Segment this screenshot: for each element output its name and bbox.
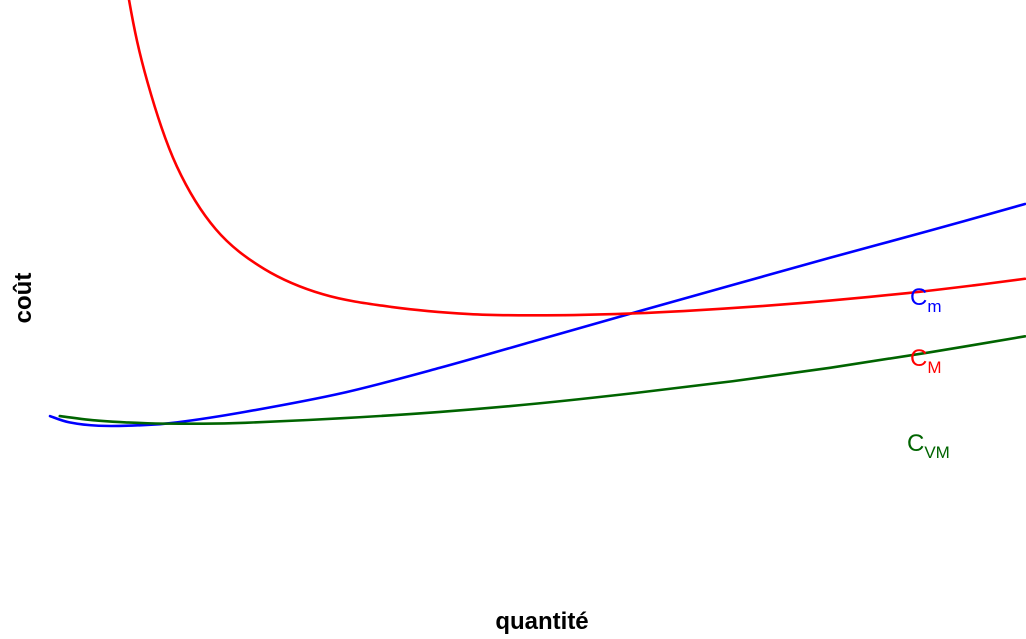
curve-label-cM-sub: M xyxy=(927,358,941,377)
curve-label-cM-base: C xyxy=(910,345,927,372)
curves-group xyxy=(48,0,1026,428)
curve-cM xyxy=(127,0,1026,317)
curve-cm xyxy=(48,202,1026,428)
curve-cVM xyxy=(58,335,1026,425)
curve-label-cm-base: C xyxy=(910,284,927,311)
curve-label-cM: CM xyxy=(910,345,942,377)
curve-label-cVM-sub: VM xyxy=(924,443,950,462)
curve-label-cm-sub: m xyxy=(927,297,941,316)
curve-label-cm: Cm xyxy=(910,284,942,316)
curve-label-cVM-base: C xyxy=(907,430,924,457)
x-axis-label: quantité xyxy=(495,608,588,635)
y-axis-label: coût xyxy=(10,273,37,324)
curve-label-cVM: CVM xyxy=(907,430,950,462)
